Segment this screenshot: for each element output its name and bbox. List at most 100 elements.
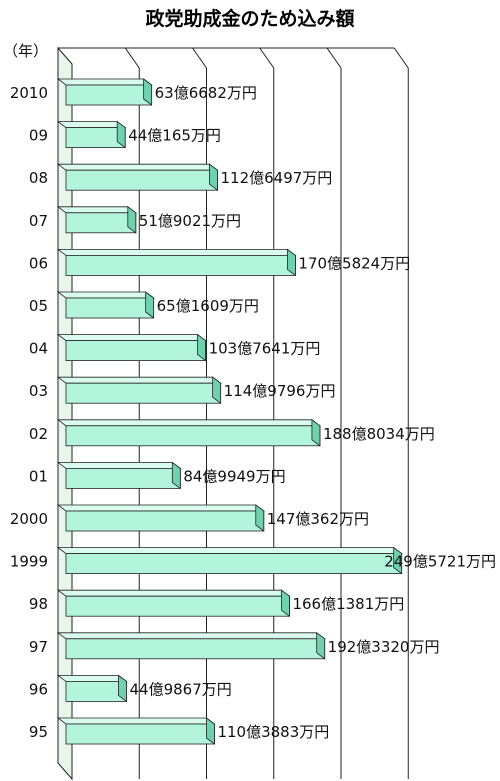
bar-top-face [56,675,128,682]
category-label: 98 [29,595,48,613]
data-label: 63億6682万円 [155,84,257,102]
category-label: 02 [29,425,48,443]
data-label: 114億9796万円 [224,382,336,400]
bar-front-face [65,127,126,148]
data-labels: 63億6682万円 44億165万円 112億6497万円 51億9021万円 170億… [128,84,496,741]
bar [56,291,155,319]
bar-front-face [65,169,218,191]
gridline-top [393,47,409,69]
category-label: 07 [29,212,48,230]
bar-top-face [56,376,222,384]
bar-front-face [65,84,153,106]
bar-front-face [65,340,206,362]
bar-end-face [287,248,296,277]
y-axis-label: （年） [3,42,48,60]
data-label: 51億9021万円 [139,212,241,230]
data-label: 84億9949万円 [183,467,285,485]
bar [56,674,128,703]
bar-front-face [65,723,215,745]
category-label: 09 [29,127,48,145]
bar-end-face [116,120,126,149]
bar [56,376,222,405]
category-labels: 2010 09 08 07 06 05 04 03 02 01 2000 1999 98 97 96 95 [10,84,48,741]
bar-end-face [145,291,155,319]
bar-end-face [118,674,127,703]
category-label: 01 [29,467,48,485]
bar-top-face [56,547,403,554]
bar-front-face [65,212,137,234]
bar [56,546,403,575]
bar-end-face [212,376,222,405]
chart-title: 政党助成金のため込み額 [145,8,355,30]
bar-top-face [56,632,326,640]
gridline-top [124,47,140,69]
bar-front-face [65,425,321,447]
bar-top-face [56,419,322,427]
bar-front-face [65,254,296,276]
data-label: 103億7641万円 [209,340,321,358]
bar-top-face [56,291,155,299]
bar-top-face [56,334,207,342]
bar [56,248,297,277]
bar-end-face [197,333,206,362]
bar-end-face [143,78,153,106]
category-label: 08 [29,169,48,187]
bar [56,631,326,660]
bar [56,120,127,149]
bar-top-face [56,461,182,469]
data-label: 44億9867万円 [130,680,232,698]
bar-end-face [393,546,403,575]
bar [56,418,322,447]
bar-top-face [56,589,291,597]
data-label: 188億8034万円 [323,425,435,443]
category-label: 1999 [10,553,48,571]
bar [56,333,207,362]
bar-end-face [206,717,215,745]
category-label: 2010 [10,84,48,102]
bar-end-face [255,504,265,532]
bar-end-face [127,206,137,234]
data-label: 65億1609万円 [157,297,259,315]
gridline-top [259,47,275,69]
category-label: 2000 [10,510,48,528]
bar-top-face [56,504,265,512]
gridline-top [192,47,207,69]
bar [56,461,182,490]
bar-front-face [65,681,127,702]
bar-front-face [65,382,222,404]
data-label: 170億5824万円 [298,254,410,272]
category-label: 03 [29,382,48,400]
data-label: 110億3883万円 [217,723,329,741]
bar [56,504,265,532]
data-label: 44億165万円 [128,127,221,145]
bar-end-face [316,631,326,660]
category-label: 04 [29,340,48,358]
bar-top-face [56,206,138,214]
data-label: 112億6497万円 [221,169,333,187]
category-label: 96 [29,680,48,698]
bar-front-face [65,595,290,617]
category-label: 97 [29,638,48,656]
gridlines [57,46,409,781]
data-label: 249億5721万円 [384,553,496,571]
bar [56,717,216,745]
bar-top-face [56,163,219,171]
bars [56,78,403,745]
bar [56,206,138,234]
bar-top-face [56,121,127,128]
bar-top-face [56,78,153,86]
bar [56,589,291,618]
bar-front-face [65,297,155,319]
category-label: 06 [29,254,48,272]
bar [56,163,219,191]
bar-front-face [65,553,403,574]
bar-end-face [311,418,321,447]
bar-end-face [171,461,181,490]
category-label: 95 [29,723,48,741]
chart-wall [57,46,73,781]
data-label: 147億362万円 [267,510,369,528]
category-label: 05 [29,297,48,315]
data-label: 192億3320万円 [328,638,440,656]
bar-front-face [65,638,326,660]
